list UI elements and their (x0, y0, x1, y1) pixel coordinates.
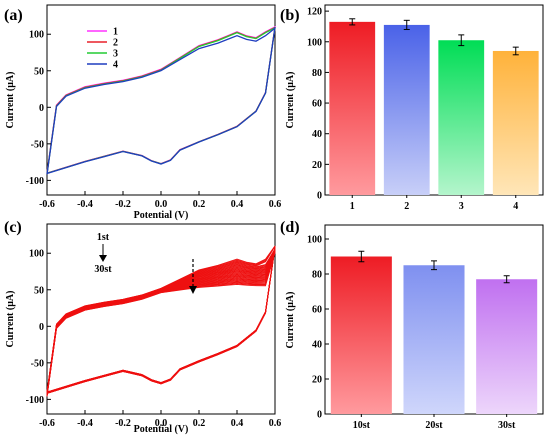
d-x-tick-label: 30st (498, 420, 516, 431)
panel-c-curves (46, 245, 276, 397)
a-x-tick-label: 0.6 (269, 199, 282, 210)
d-y-tick-label: 20 (312, 375, 322, 386)
a-x-tick-label: 0.2 (193, 199, 206, 210)
b-y-tick-label: 20 (312, 160, 322, 171)
panel-c-annotation-1st: 1st (97, 232, 110, 243)
b-bar (492, 50, 539, 195)
panel-c-annotation-30st: 30st (94, 264, 112, 275)
d-y-tick-label: 40 (312, 340, 322, 351)
c-y-tick-label: 0 (39, 322, 44, 333)
b-bar (438, 40, 485, 195)
panel-c: -100 -50 0 50 100 -0.6 -0.4 -0.2 0.0 0.2 0.4 0.6 P… (5, 223, 281, 435)
panel-a-y-ticks: -100 -50 0 50 100 (26, 30, 51, 187)
panel-d-x-ticks: 10st 20st 30st (353, 414, 516, 431)
a-x-tick-label: 0.4 (231, 199, 244, 210)
panel-b-bars (329, 18, 539, 195)
b-x-tick-label: 1 (350, 201, 355, 212)
panel-b-x-ticks: 1 2 3 4 (350, 195, 518, 212)
d-y-tick-label: 0 (317, 410, 322, 421)
panel-d-y-ticks: 0 20 40 60 80 100 (307, 235, 329, 421)
c-y-tick-label: -50 (31, 358, 44, 369)
panel-label-c: (c) (4, 219, 22, 236)
a-x-tick-label: 0.0 (155, 199, 168, 210)
panel-a: -100 -50 0 50 100 -0.6 -0.4 -0.2 0.0 0.2 0.4 0.6 P… (5, 4, 281, 221)
a-y-tick-label: -100 (26, 176, 44, 187)
a-y-tick-label: 0 (39, 103, 44, 114)
a-y-tick-label: -50 (31, 139, 44, 150)
c-x-tick-label: -0.4 (77, 418, 93, 429)
panel-a-xlabel: Potential (V) (134, 210, 189, 221)
c-y-tick-label: 50 (34, 285, 44, 296)
a-y-tick-label: 100 (29, 30, 44, 41)
b-y-tick-label: 60 (312, 99, 322, 110)
panel-c-xlabel: Potential (V) (134, 424, 189, 435)
c-x-tick-label: -0.2 (115, 418, 131, 429)
d-bar (330, 256, 392, 414)
a-x-tick-label: -0.6 (39, 199, 55, 210)
panel-c-x-ticks: -0.6 -0.4 -0.2 0.0 0.2 0.4 0.6 (39, 410, 281, 429)
b-y-tick-label: 100 (307, 37, 322, 48)
d-x-tick-label: 10st (353, 420, 371, 431)
a-y-tick-label: 50 (34, 66, 44, 77)
panel-a-series-1 (46, 25, 276, 174)
panel-b-y-ticks: 0 20 40 60 80 100 120 (307, 7, 329, 202)
c-x-tick-label: 0.0 (155, 418, 168, 429)
panel-b: 0 20 40 60 80 100 120 1 2 3 4 Current (μA) (285, 4, 544, 212)
panel-a-x-ticks: -0.6 -0.4 -0.2 0.0 0.2 0.4 0.6 (39, 191, 281, 210)
c-x-tick-label: 0.4 (231, 418, 244, 429)
b-y-tick-label: 80 (312, 68, 322, 79)
panel-a-ylabel: Current (μA) (5, 72, 16, 129)
panel-c-dashed-arrowhead (189, 286, 197, 294)
c-x-tick-label: 0.6 (269, 418, 282, 429)
d-bar (476, 279, 538, 414)
panel-c-annotation-arrowhead (99, 255, 107, 262)
d-y-tick-label: 100 (307, 235, 322, 246)
panel-label-a: (a) (4, 7, 23, 24)
panel-c-frame (46, 223, 276, 415)
b-bar (383, 24, 430, 195)
legend-label: 4 (113, 60, 118, 71)
c-x-tick-label: 0.2 (193, 418, 206, 429)
b-x-tick-label: 2 (404, 201, 409, 212)
b-y-tick-label: 40 (312, 129, 322, 140)
panel-c-cycle (46, 247, 276, 397)
panel-c-y-ticks: -100 -50 0 50 100 (26, 249, 51, 406)
d-bar (403, 265, 465, 414)
b-y-tick-label: 0 (317, 191, 322, 202)
panel-d: 0 20 40 60 80 100 10st 20st 30st Current (μA) (285, 224, 544, 431)
panel-a-series-2 (46, 26, 276, 174)
panel-b-frame (324, 4, 544, 196)
panel-d-bars (330, 250, 538, 414)
c-y-tick-label: 100 (29, 249, 44, 260)
b-x-tick-label: 4 (513, 201, 518, 212)
d-x-tick-label: 20st (425, 420, 443, 431)
a-x-tick-label: -0.2 (115, 199, 131, 210)
panel-a-series-3 (46, 27, 276, 175)
panel-a-series-4 (46, 27, 276, 175)
a-x-tick-label: -0.4 (77, 199, 93, 210)
c-y-tick-label: -100 (26, 395, 44, 406)
legend-label: 1 (113, 27, 118, 38)
legend-label: 2 (113, 38, 118, 49)
d-y-tick-label: 60 (312, 305, 322, 316)
panel-a-curves (46, 25, 276, 175)
b-bar (329, 21, 376, 195)
panel-d-ylabel: Current (μA) (285, 292, 296, 349)
panel-c-cycle (46, 246, 276, 394)
panel-label-b: (b) (280, 7, 300, 24)
b-y-tick-label: 120 (307, 7, 322, 18)
c-x-tick-label: -0.6 (39, 418, 55, 429)
d-y-tick-label: 80 (312, 270, 322, 281)
b-x-tick-label: 3 (459, 201, 464, 212)
panel-b-ylabel: Current (μA) (285, 72, 296, 129)
panel-c-ylabel: Current (μA) (5, 291, 16, 348)
panel-label-d: (d) (280, 219, 300, 236)
legend-label: 3 (113, 49, 118, 60)
